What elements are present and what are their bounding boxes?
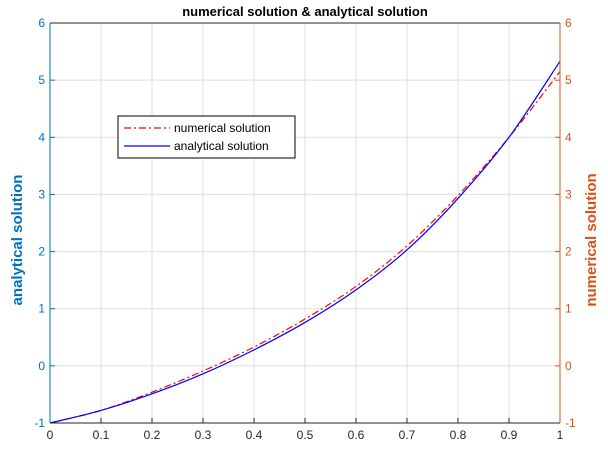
y-tick-label-right: 4 <box>565 130 572 144</box>
x-tick-label: 0.8 <box>450 428 467 442</box>
y-tick-label-left: 2 <box>38 245 45 259</box>
legend: numerical solution analytical solution <box>117 115 296 159</box>
axes: 0 0.1 0.2 0.3 0.4 0.5 0.6 0.7 0.8 0.9 1-10123456-1… <box>34 16 576 442</box>
y-tick-label-right: 6 <box>565 16 572 30</box>
series-line-numerical-solution <box>49 71 561 424</box>
y-tick-label-right: 1 <box>565 302 572 316</box>
x-tick-label: 1 <box>557 428 564 442</box>
y-tick-label-right: -1 <box>565 416 576 430</box>
x-tick-label: 0.5 <box>297 428 314 442</box>
legend-label-analytical: analytical solution <box>174 139 269 153</box>
x-tick-label: 0.2 <box>144 428 161 442</box>
x-tick-label: 0.6 <box>348 428 365 442</box>
y-tick-label-right: 2 <box>565 245 572 259</box>
y-tick-label-left: 1 <box>38 302 45 316</box>
legend-label-numerical: numerical solution <box>174 121 271 135</box>
x-tick-label: 0 <box>47 428 54 442</box>
series-layer <box>49 60 561 424</box>
x-tick-label: 0.9 <box>501 428 518 442</box>
y-tick-label-right: 3 <box>565 187 572 201</box>
y-axis-label-left: analytical solution <box>9 175 26 306</box>
x-tick-label: 0.4 <box>246 428 263 442</box>
y-tick-label-left: 4 <box>38 130 45 144</box>
y-tick-label-left: -1 <box>34 416 45 430</box>
x-tick-label: 0.7 <box>399 428 416 442</box>
legend-box <box>117 115 296 159</box>
y-axis-label-right: numerical solution <box>583 173 600 306</box>
x-tick-label: 0.1 <box>93 428 110 442</box>
y-tick-label-right: 0 <box>565 359 572 373</box>
x-tick-label: 0.3 <box>195 428 212 442</box>
y-tick-label-left: 6 <box>38 16 45 30</box>
y-tick-label-left: 3 <box>38 187 45 201</box>
y-tick-label-left: 5 <box>38 73 45 87</box>
series-line-analytical-solution <box>49 60 561 424</box>
chart-title: numerical solution & analytical solution <box>182 4 428 19</box>
y-tick-label-left: 0 <box>38 359 45 373</box>
y-tick-label-right: 5 <box>565 73 572 87</box>
